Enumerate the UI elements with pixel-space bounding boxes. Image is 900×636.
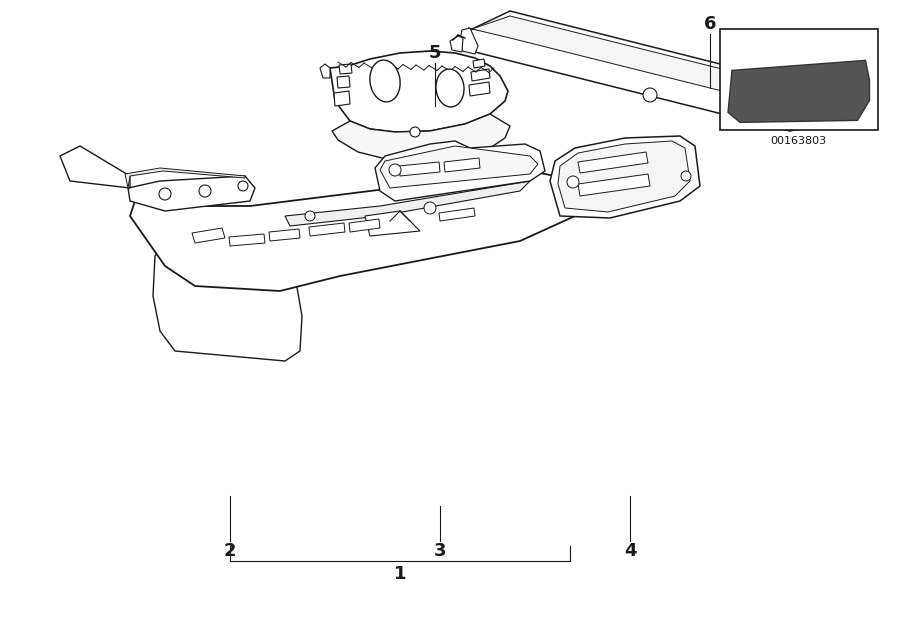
Polygon shape	[578, 152, 648, 173]
Polygon shape	[450, 36, 463, 52]
Polygon shape	[471, 69, 490, 81]
Polygon shape	[130, 171, 575, 291]
Circle shape	[643, 88, 657, 102]
Circle shape	[567, 176, 579, 188]
Polygon shape	[468, 16, 835, 118]
Circle shape	[159, 188, 171, 200]
Polygon shape	[380, 146, 538, 188]
Circle shape	[424, 202, 436, 214]
Circle shape	[238, 181, 248, 191]
Polygon shape	[125, 168, 245, 188]
Polygon shape	[578, 174, 650, 196]
Polygon shape	[334, 91, 350, 106]
Polygon shape	[337, 76, 350, 88]
Polygon shape	[728, 60, 869, 122]
Text: 1: 1	[394, 565, 406, 583]
Polygon shape	[192, 228, 225, 243]
Polygon shape	[60, 146, 130, 188]
Ellipse shape	[370, 60, 400, 102]
Polygon shape	[229, 234, 265, 246]
Polygon shape	[838, 101, 850, 124]
Polygon shape	[339, 64, 352, 74]
Polygon shape	[320, 64, 330, 78]
Polygon shape	[365, 211, 420, 236]
Text: 2: 2	[224, 542, 236, 560]
Bar	[720, 29, 878, 130]
Circle shape	[199, 185, 211, 197]
Polygon shape	[285, 181, 530, 226]
Circle shape	[681, 171, 691, 181]
Polygon shape	[550, 136, 700, 218]
Polygon shape	[439, 208, 475, 221]
Text: 3: 3	[434, 542, 446, 560]
Polygon shape	[460, 11, 840, 131]
Text: 5: 5	[428, 44, 441, 62]
Ellipse shape	[436, 69, 464, 107]
Polygon shape	[375, 141, 545, 201]
Polygon shape	[269, 229, 300, 241]
Polygon shape	[444, 158, 480, 172]
Polygon shape	[473, 59, 485, 68]
Circle shape	[305, 211, 315, 221]
Polygon shape	[153, 216, 302, 361]
Polygon shape	[309, 223, 345, 236]
Text: 00163803: 00163803	[770, 136, 827, 146]
Polygon shape	[349, 219, 380, 232]
Polygon shape	[128, 176, 255, 211]
Polygon shape	[399, 162, 440, 176]
Polygon shape	[460, 28, 478, 54]
Polygon shape	[469, 82, 490, 96]
Text: 4: 4	[624, 542, 636, 560]
Polygon shape	[558, 141, 690, 212]
Polygon shape	[332, 114, 510, 161]
Circle shape	[389, 164, 401, 176]
Polygon shape	[330, 51, 508, 132]
Circle shape	[410, 127, 420, 137]
Text: 6: 6	[704, 15, 716, 33]
